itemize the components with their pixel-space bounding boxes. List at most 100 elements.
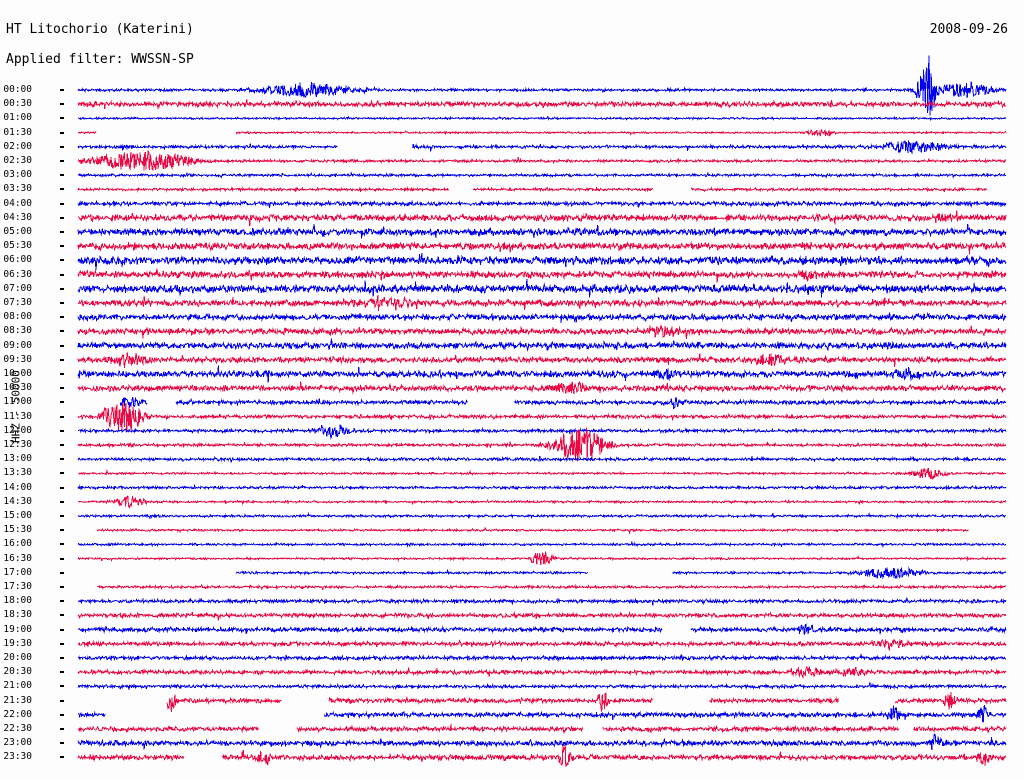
time-tick <box>60 671 64 674</box>
time-label: 05:30 <box>3 240 32 252</box>
time-tick <box>60 586 64 588</box>
trace-line <box>77 338 1007 352</box>
trace-line <box>96 527 969 535</box>
time-label: 06:00 <box>3 254 32 266</box>
time-tick <box>60 145 64 148</box>
time-label: 23:30 <box>3 751 32 763</box>
time-label: 08:00 <box>3 311 32 323</box>
trace-line <box>77 252 1007 271</box>
time-label: 20:30 <box>3 666 32 678</box>
time-tick <box>60 103 64 106</box>
trace-line <box>77 424 1007 440</box>
time-label: 20:00 <box>3 652 32 663</box>
trace-line <box>77 143 338 151</box>
time-tick <box>60 373 64 375</box>
trace-line <box>77 352 1007 368</box>
trace-line <box>77 240 1007 255</box>
time-label: 14:00 <box>3 481 32 493</box>
trace-line <box>77 638 1007 652</box>
time-label: 14:30 <box>3 495 32 507</box>
time-tick <box>60 245 64 248</box>
time-label: 19:00 <box>3 623 32 635</box>
trace-line <box>166 694 282 713</box>
trace-line <box>77 495 1007 509</box>
time-tick <box>60 444 64 446</box>
trace-line <box>77 402 1007 433</box>
trace-line <box>514 396 1007 410</box>
time-label: 03:00 <box>3 169 32 181</box>
trace-line <box>77 268 1007 283</box>
trace-line <box>77 210 1007 227</box>
trace-line <box>690 186 988 193</box>
trace-line <box>77 427 1007 462</box>
trace-line <box>77 130 97 135</box>
time-tick <box>60 642 64 645</box>
time-tick <box>60 472 64 475</box>
time-tick <box>60 401 64 404</box>
trace-line <box>77 115 1007 121</box>
trace-line <box>412 140 1007 155</box>
trace-line <box>77 610 1007 621</box>
time-label: 18:30 <box>3 609 32 621</box>
trace-line <box>77 733 1007 751</box>
time-tick <box>60 500 64 503</box>
trace-line <box>913 724 1007 733</box>
time-tick <box>60 302 64 304</box>
trace-line <box>175 397 468 407</box>
time-label: 04:30 <box>3 211 32 223</box>
trace-line <box>77 467 1007 481</box>
time-label: 01:30 <box>3 126 32 138</box>
time-tick <box>60 188 64 191</box>
time-tick <box>60 657 64 659</box>
time-tick <box>60 216 64 219</box>
time-tick <box>60 131 64 134</box>
time-tick <box>60 628 64 631</box>
time-tick <box>60 685 64 688</box>
time-tick <box>60 571 64 574</box>
trace-line <box>77 365 1007 383</box>
time-tick <box>60 458 64 461</box>
time-tick <box>60 344 64 347</box>
time-tick <box>60 231 64 233</box>
trace-line <box>77 753 185 762</box>
time-tick <box>60 728 64 730</box>
trace-line <box>690 623 1007 636</box>
trace-line <box>77 540 1007 548</box>
trace-line <box>296 723 584 735</box>
time-tick <box>60 330 64 333</box>
time-tick <box>60 387 64 390</box>
time-label: 16:00 <box>3 538 32 550</box>
time-label: 21:30 <box>3 694 32 706</box>
trace-line <box>602 724 900 734</box>
trace-line <box>119 396 148 409</box>
time-tick <box>60 316 64 319</box>
time-label: 04:00 <box>3 197 32 209</box>
trace-line <box>77 99 1007 109</box>
time-label: 12:00 <box>3 424 32 436</box>
time-label: 17:30 <box>3 581 32 592</box>
trace-line <box>894 691 1007 710</box>
time-label: 21:00 <box>3 680 32 692</box>
trace-line <box>221 744 1007 768</box>
trace-line <box>235 568 588 576</box>
trace-line <box>77 380 1007 395</box>
trace-line <box>709 696 839 705</box>
time-label: 23:00 <box>3 737 32 749</box>
time-tick <box>60 614 64 617</box>
trace-line <box>77 324 1007 339</box>
time-tick <box>60 415 64 418</box>
trace-line <box>328 692 654 712</box>
trace-line <box>324 704 1007 724</box>
time-tick <box>60 529 64 532</box>
time-label: 05:00 <box>3 226 32 237</box>
time-label: 10:00 <box>3 368 32 379</box>
trace-line <box>472 186 653 193</box>
time-label: 11:30 <box>3 410 32 422</box>
trace-line <box>77 311 1007 323</box>
trace-line <box>235 128 1007 137</box>
trace-line <box>672 566 1007 580</box>
time-tick <box>60 515 64 517</box>
trace-line <box>77 625 663 634</box>
time-label: 22:30 <box>3 723 32 734</box>
